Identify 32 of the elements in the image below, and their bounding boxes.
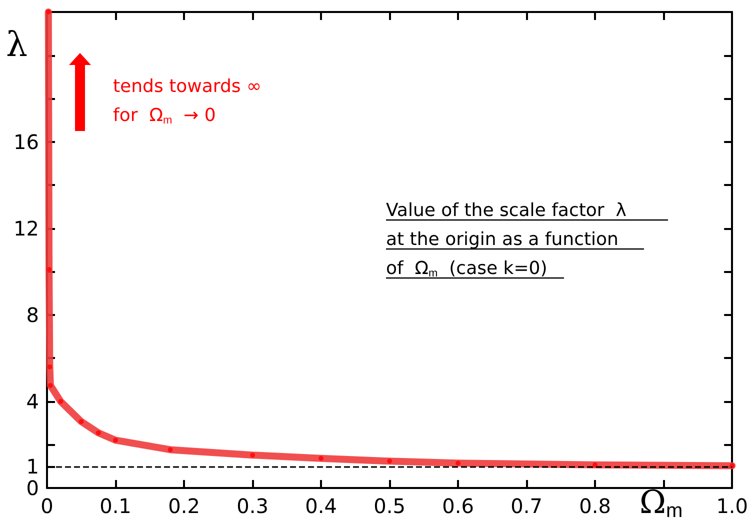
- x-tick-label: 0.5: [374, 494, 406, 518]
- point: [48, 382, 53, 388]
- point: [456, 460, 461, 466]
- point: [78, 419, 84, 424]
- x-tick-label: 1.0: [716, 494, 748, 518]
- y-tick-label: 12: [14, 216, 39, 240]
- y-tick-label: 0: [26, 476, 39, 500]
- x-tick-label: 0.7: [510, 494, 542, 518]
- x-tick-label: 0.6: [442, 494, 474, 518]
- point: [318, 456, 324, 461]
- x-tick-label: 0.1: [100, 494, 132, 518]
- x-tick-label: 0.8: [579, 494, 611, 518]
- point: [168, 447, 173, 452]
- y-tick-label: 16: [14, 130, 39, 154]
- point: [113, 438, 118, 443]
- x-tick-label: 0.2: [168, 494, 200, 518]
- point: [250, 452, 256, 458]
- y-tick-label: 4: [26, 389, 39, 414]
- y-axis-title: λ: [6, 25, 28, 65]
- point: [46, 10, 51, 14]
- point: [730, 463, 735, 468]
- y-tick-label: 1: [26, 454, 39, 478]
- point: [46, 266, 52, 272]
- point: [47, 364, 52, 370]
- x-tick-label: 0.3: [236, 494, 268, 518]
- x-tick-label: 0: [40, 494, 54, 518]
- x-tick-label: 0.4: [305, 494, 337, 518]
- point: [96, 430, 101, 436]
- point: [58, 398, 64, 404]
- point: [592, 462, 598, 468]
- point: [387, 458, 392, 464]
- y-tick-label: 8: [26, 302, 39, 327]
